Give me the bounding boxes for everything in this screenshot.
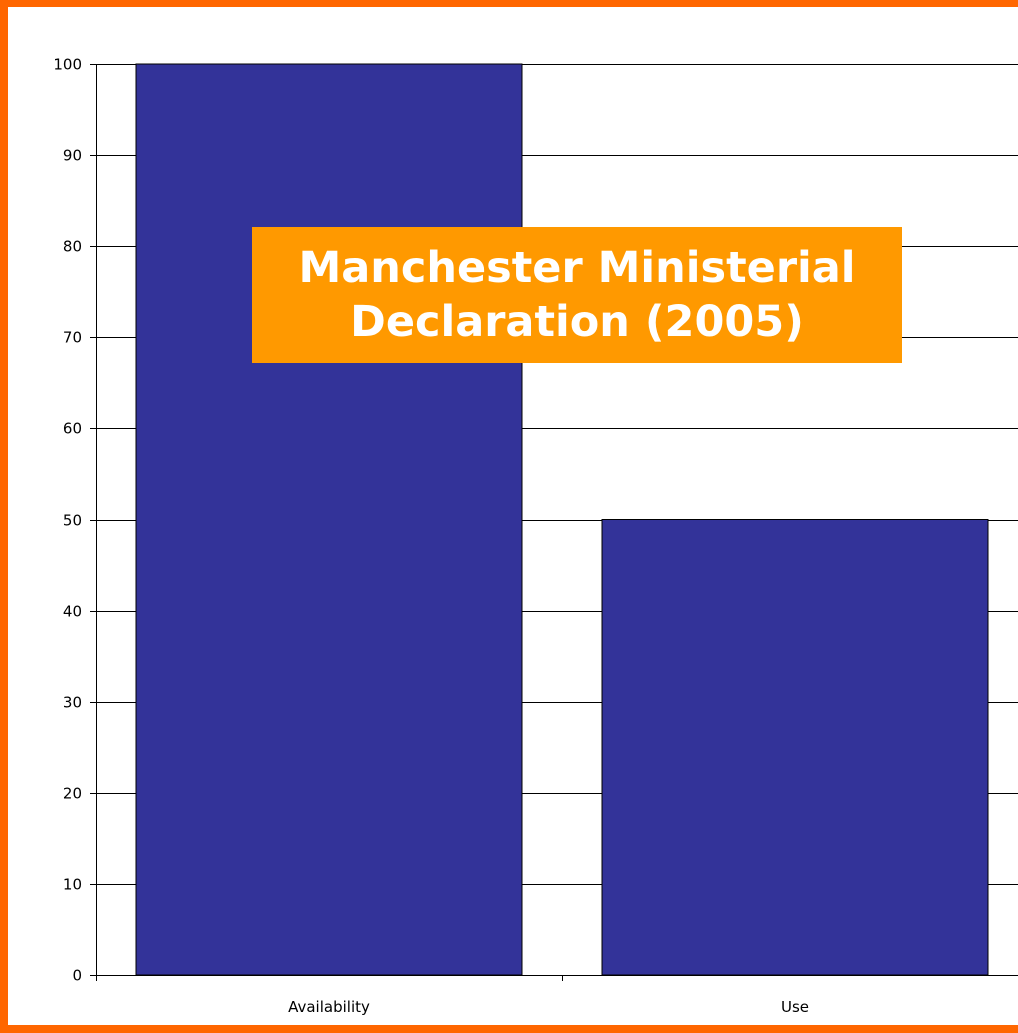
x-category-label-availability: Availability	[288, 998, 370, 1016]
y-tick-label-40: 40	[63, 603, 82, 621]
bar-use	[601, 519, 989, 976]
y-tick-label-10: 10	[63, 876, 82, 894]
bars	[135, 63, 989, 976]
x-category-label-use: Use	[781, 998, 809, 1016]
y-tick-label-30: 30	[63, 694, 82, 712]
y-tick-label-100: 100	[53, 56, 82, 74]
annotation-line-1: Manchester Ministerial	[298, 243, 856, 293]
y-tick-label-90: 90	[63, 147, 82, 165]
y-tick-label-50: 50	[63, 512, 82, 530]
bar-availability	[135, 63, 523, 976]
y-tick-label-70: 70	[63, 329, 82, 347]
y-tick-label-20: 20	[63, 785, 82, 803]
axes	[90, 64, 1018, 981]
y-tick-labels: 0 10 20 30 40 50 60 70 80 90 100	[53, 56, 82, 985]
annotation-line-2: Declaration (2005)	[350, 297, 804, 347]
x-category-labels: Availability Use	[288, 998, 809, 1016]
y-tick-label-60: 60	[63, 420, 82, 438]
annotation-text: Manchester Ministerial Declaration (2005…	[252, 227, 902, 363]
y-tick-label-80: 80	[63, 238, 82, 256]
y-tick-label-0: 0	[72, 967, 82, 985]
annotation-box	[252, 227, 902, 363]
